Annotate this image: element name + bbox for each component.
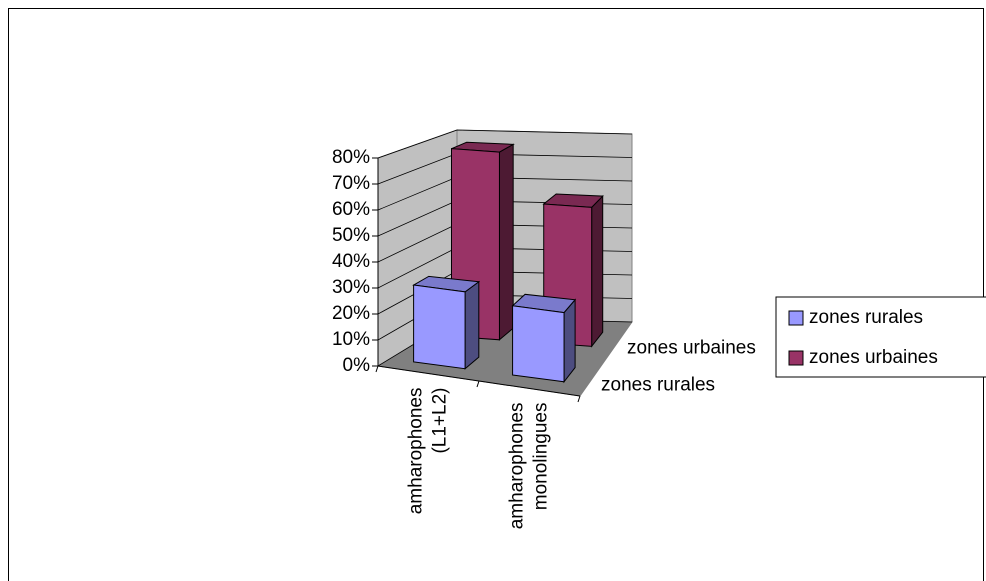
x-tick-label: amharophones monolingues [507, 403, 552, 530]
bar-side [591, 194, 604, 348]
grid-line [377, 129, 633, 159]
y-tick-label: 0% [343, 355, 371, 376]
y-tick-label: 60% [332, 199, 370, 220]
bar [511, 293, 577, 384]
bar-side [498, 143, 514, 341]
legend-label: zones rurales [809, 307, 923, 328]
bar [412, 275, 481, 370]
y-tick-label: 80% [332, 147, 370, 168]
legend-label: zones urbaines [809, 347, 938, 368]
x-tick [476, 380, 480, 388]
depth-label: zones urbaines [627, 338, 756, 359]
y-tick-label: 50% [332, 225, 370, 246]
depth-label: zones rurales [601, 375, 715, 396]
bar-side [464, 280, 480, 370]
y-tick-label: 10% [332, 329, 370, 350]
y-tick-label: 40% [332, 251, 370, 272]
x-tick [375, 365, 379, 373]
y-tick-label: 30% [332, 277, 370, 298]
legend-swatch [788, 310, 804, 326]
x-tick-label: amharophones (L1+L2) [406, 388, 451, 515]
x-tick [577, 395, 581, 403]
legend-swatch [788, 350, 804, 366]
bar-front [413, 284, 466, 370]
y-tick-label: 20% [332, 303, 370, 324]
legend-box [775, 296, 986, 378]
bar-front [512, 305, 565, 383]
y-tick-label: 70% [332, 173, 370, 194]
bar-side [563, 298, 576, 384]
